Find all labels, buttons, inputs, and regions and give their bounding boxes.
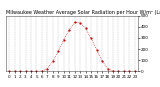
Text: Milwaukee Weather Average Solar Radiation per Hour W/m² (Last 24 Hours): Milwaukee Weather Average Solar Radiatio…: [6, 10, 160, 15]
